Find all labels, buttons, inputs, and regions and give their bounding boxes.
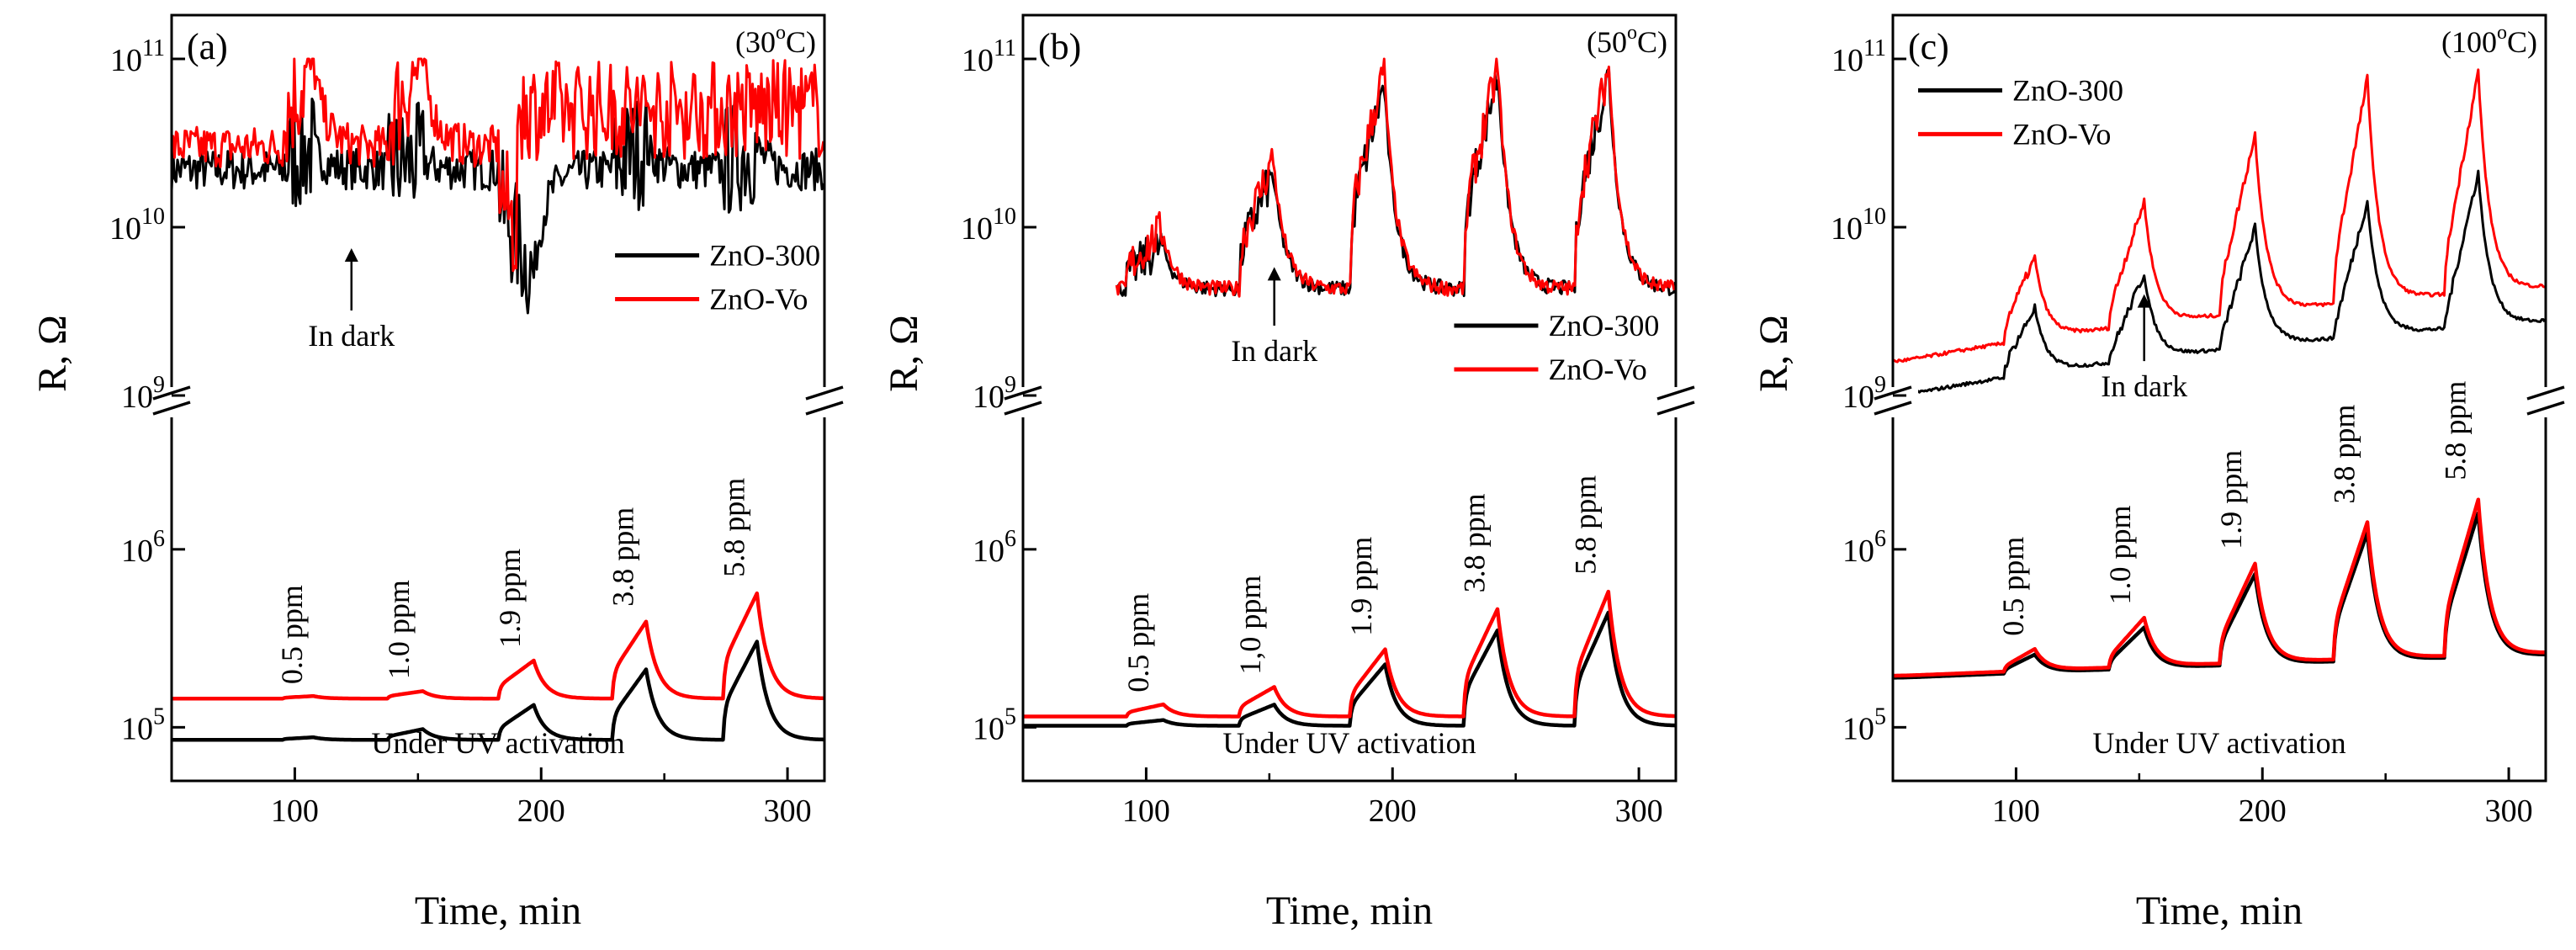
axis-break-left-1	[152, 385, 191, 401]
x-axis-label: Time, min	[415, 889, 581, 933]
ppm-label: 1.9 ppm	[2214, 450, 2248, 549]
y-tick-label: 109	[121, 372, 165, 415]
ppm-label: 5.8 ppm	[717, 478, 750, 577]
y-tick-label: 1010	[961, 204, 1016, 247]
series-zno-vo-dark-line	[1115, 57, 1677, 298]
series-zno-300-uv-line	[1892, 511, 2546, 680]
y-axis-label: R, Ω	[1752, 315, 1796, 392]
legend-label: ZnO-300	[2012, 73, 2123, 107]
y-tick-label: 106	[121, 526, 165, 569]
x-tick-label: 300	[2485, 793, 2533, 829]
x-tick-label: 100	[1122, 793, 1170, 829]
x-tick-label: 300	[1615, 793, 1663, 829]
ppm-label: 3.8 ppm	[2328, 405, 2361, 504]
ppm-label: 1.9 ppm	[493, 549, 527, 648]
panel-3: 100 200 300 1011 1010 109 106 105 Time, min R, Ω (…	[1752, 13, 2571, 933]
y-axis-label: R, Ω	[882, 315, 926, 392]
series-zno-300-uv-line	[1022, 610, 1676, 728]
series-zno-300-uv-line	[171, 640, 824, 742]
series-zno-300-dark-line	[1891, 169, 2547, 398]
y-tick-label: 105	[973, 703, 1016, 746]
series-zno-vo-uv-line	[1022, 589, 1676, 719]
panel-1: 100 200 300 1011 1010 109 106 105 Time, min R, Ω (…	[30, 13, 850, 933]
x-axis-label: Time, min	[1266, 889, 1433, 933]
uv-activation-label: Under UV activation	[1222, 726, 1476, 760]
x-tick-label: 200	[2239, 793, 2287, 829]
axis-break-left-1	[1004, 385, 1042, 401]
dark-arrow-head	[1267, 267, 1281, 281]
temperature-label: (50oC)	[1587, 22, 1667, 59]
in-dark-label: In dark	[308, 319, 395, 353]
x-tick-label: 300	[764, 793, 812, 829]
ppm-label: 1.0 ppm	[382, 580, 416, 679]
axis-break-right-1	[2526, 385, 2565, 401]
ppm-label: 3.8 ppm	[607, 507, 640, 607]
panel-label: (c)	[1908, 26, 1949, 67]
axis-break-left-2	[152, 401, 191, 416]
y-tick-label: 1011	[110, 35, 165, 78]
y-tick-label: 109	[1842, 372, 1886, 415]
y-tick-label: 106	[1842, 526, 1886, 569]
y-tick-label: 1010	[1831, 204, 1886, 247]
axis-break-left-1	[1874, 385, 1912, 401]
panel-label: (b)	[1038, 26, 1081, 67]
x-axis-label: Time, min	[2136, 889, 2303, 933]
axis-break-right-1	[1656, 385, 1695, 401]
in-dark-label: In dark	[1231, 334, 1317, 368]
axis-break-right-1	[805, 385, 844, 401]
ppm-label: 5.8 ppm	[1568, 475, 1602, 575]
y-axis-label: R, Ω	[30, 315, 75, 392]
ppm-label: 0.5 ppm	[1996, 537, 2030, 636]
y-tick-label: 1011	[1831, 35, 1886, 78]
x-tick-label: 100	[1992, 793, 2040, 829]
legend-label: ZnO-300	[709, 238, 820, 272]
y-tick-label: 1010	[109, 204, 165, 247]
ppm-label: 5.8 ppm	[2438, 381, 2472, 480]
axis-break-right-2	[2526, 401, 2565, 416]
ppm-label: 1,0 ppm	[1233, 576, 1267, 675]
axis-break-right-2	[805, 401, 844, 416]
series-zno-vo-uv-line	[171, 591, 824, 701]
x-tick-label: 200	[1369, 793, 1417, 829]
in-dark-label: In dark	[2101, 369, 2187, 403]
series-zno-vo-dark-line	[171, 57, 825, 273]
legend-label: ZnO-Vo	[1548, 353, 1646, 386]
series-zno-300-dark-line	[170, 93, 825, 315]
axis-break-left-2	[1874, 401, 1912, 416]
ppm-label: 0.5 ppm	[275, 585, 309, 684]
ppm-label: 1.0 ppm	[2103, 505, 2137, 604]
legend-label: ZnO-Vo	[2012, 117, 2111, 151]
uv-activation-label: Under UV activation	[371, 726, 624, 760]
y-tick-label: 106	[973, 526, 1016, 569]
y-tick-label: 109	[973, 372, 1016, 415]
legend-label: ZnO-Vo	[709, 282, 808, 316]
y-tick-label: 105	[1842, 703, 1886, 746]
uv-activation-label: Under UV activation	[2092, 726, 2345, 760]
y-tick-label: 1011	[962, 35, 1016, 78]
ppm-label: 1.9 ppm	[1344, 537, 1378, 636]
y-tick-label: 105	[121, 703, 165, 746]
x-tick-label: 100	[271, 793, 319, 829]
legend-label: ZnO-300	[1548, 309, 1659, 342]
series-zno-vo-dark-line	[1892, 68, 2546, 364]
axis-break-right-2	[1656, 401, 1695, 416]
axis-break-left-2	[1004, 401, 1042, 416]
ppm-label: 3.8 ppm	[1458, 493, 1492, 592]
temperature-label: (100oC)	[2441, 22, 2537, 59]
panel-2: 100 200 300 1011 1010 109 106 105 Time, min R, Ω (…	[882, 13, 1701, 933]
series-zno-300-dark-line	[1116, 67, 1677, 298]
x-tick-label: 200	[517, 793, 565, 829]
dark-arrow-head	[344, 247, 358, 262]
series-zno-vo-uv-line	[1892, 497, 2546, 678]
panel-label: (a)	[187, 26, 228, 67]
temperature-label: (30oC)	[735, 22, 816, 59]
ppm-label: 0.5 ppm	[1121, 593, 1155, 693]
dark-arrow-head	[2137, 294, 2151, 308]
